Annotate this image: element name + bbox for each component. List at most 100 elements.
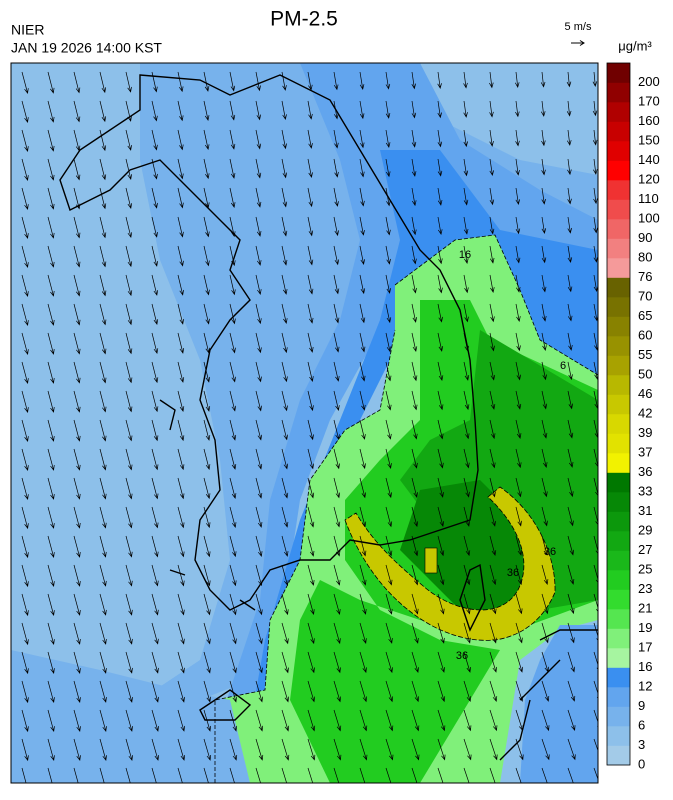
- wind-arrow: [99, 216, 107, 239]
- wind-arrow: [281, 709, 290, 732]
- colorbar-segment: [607, 453, 630, 473]
- wind-arrow: [203, 622, 211, 645]
- wind-arrow: [125, 361, 133, 384]
- colorbar-tick-label: 33: [638, 483, 652, 498]
- wind-arrow: [99, 100, 107, 123]
- wind-arrow: [229, 593, 237, 616]
- wind-arrow: [359, 506, 367, 528]
- wind-arrow: [359, 709, 368, 732]
- wind-arrow: [203, 216, 210, 238]
- wind-arrow: [47, 593, 55, 616]
- wind-arrow: [307, 564, 315, 586]
- colorbar-segment: [607, 648, 630, 668]
- wind-arrow: [203, 332, 210, 354]
- wind-arrow: [281, 100, 287, 121]
- wind-arrow: [47, 303, 55, 326]
- wind-arrow: [567, 361, 573, 381]
- wind-arrow: [333, 303, 340, 324]
- wind-arrow: [47, 158, 55, 181]
- wind-arrow: [307, 390, 314, 412]
- wind-arrow: [567, 680, 576, 702]
- wind-arrow: [47, 622, 55, 645]
- wind-arrow: [489, 245, 495, 264]
- colorbar-tick-label: 6: [638, 717, 645, 732]
- wind-arrow: [151, 158, 158, 180]
- wind-arrow: [437, 274, 443, 294]
- wind-arrow: [385, 506, 393, 528]
- wind-arrow: [515, 448, 522, 469]
- wind-arrow: [515, 767, 522, 783]
- wind-arrow: [229, 622, 237, 645]
- wind-arrow: [99, 332, 107, 355]
- wind-arrow: [125, 100, 132, 122]
- colorbar-tick-label: 42: [638, 405, 652, 420]
- colorbar-tick-label: 150: [638, 132, 660, 147]
- wind-arrow: [99, 767, 105, 783]
- wind-arrow: [73, 767, 79, 783]
- wind-arrow: [489, 419, 496, 440]
- wind-arrow: [463, 593, 471, 615]
- colorbar-tick-label: 39: [638, 425, 652, 440]
- wind-arrow: [281, 71, 287, 91]
- wind-arrow: [385, 71, 391, 90]
- wind-arrow: [73, 129, 81, 152]
- wind-arrow: [47, 361, 55, 384]
- wind-arrow: [593, 564, 598, 583]
- wind-arrow: [255, 245, 262, 266]
- wind-arrow: [333, 738, 342, 761]
- colorbar-tick-label: 27: [638, 542, 652, 557]
- wind-arrow: [463, 651, 471, 673]
- wind-arrow: [385, 680, 394, 703]
- wind-arrow: [125, 767, 131, 783]
- wind-arrow: [177, 448, 185, 471]
- wind-arrow: [463, 332, 469, 352]
- wind-arrow: [463, 419, 470, 440]
- wind-arrow: [203, 390, 211, 412]
- wind-arrow: [73, 709, 81, 732]
- wind-arrow: [593, 593, 598, 612]
- wind-arrow: [385, 767, 392, 783]
- wind-arrow: [592, 100, 598, 117]
- wind-arrow: [489, 680, 498, 702]
- wind-arrow: [359, 129, 365, 149]
- wind-arrow: [99, 245, 107, 268]
- wind-arrow: [307, 245, 314, 266]
- wind-arrow: [411, 767, 418, 783]
- wind-arrow: [73, 564, 81, 587]
- colorbar-tick-label: 16: [638, 659, 652, 674]
- wind-arrow: [73, 506, 81, 529]
- colorbar: 0369121617192123252729313336373942465055…: [606, 62, 660, 771]
- wind-arrow: [255, 535, 263, 558]
- colorbar-segment: [607, 609, 630, 629]
- wind-arrow: [333, 506, 341, 528]
- colorbar-tick-label: 21: [638, 600, 652, 615]
- wind-arrow: [151, 738, 159, 761]
- colorbar-tick-label: 23: [638, 581, 652, 596]
- wind-arrow: [73, 419, 81, 442]
- wind-arrow: [125, 738, 133, 761]
- wind-arrow: [177, 100, 184, 122]
- wind-arrow: [99, 535, 107, 558]
- wind-arrow: [281, 274, 288, 295]
- wind-arrow: [177, 71, 184, 93]
- wind-arrow: [151, 593, 159, 616]
- wind-arrow: [385, 129, 391, 149]
- wind-arrow: [333, 564, 341, 586]
- wind-arrow: [125, 448, 133, 471]
- wind-arrow: [73, 158, 81, 181]
- wind-arrow: [333, 187, 339, 207]
- wind-arrow: [463, 448, 470, 469]
- wind-arrow: [151, 680, 159, 703]
- wind-arrow: [255, 477, 263, 499]
- wind-arrow: [385, 245, 391, 265]
- wind-arrow: [229, 129, 236, 150]
- wind-arrow: [255, 506, 263, 528]
- wind-arrow: [21, 738, 29, 762]
- colorbar-tick-label: 0: [638, 756, 645, 771]
- wind-arrow: [47, 419, 55, 442]
- wind-arrow: [21, 245, 29, 269]
- wind-arrow: [203, 71, 210, 92]
- wind-arrow: [229, 361, 236, 383]
- wind-arrow: [515, 274, 521, 293]
- wind-arrow: [307, 767, 314, 783]
